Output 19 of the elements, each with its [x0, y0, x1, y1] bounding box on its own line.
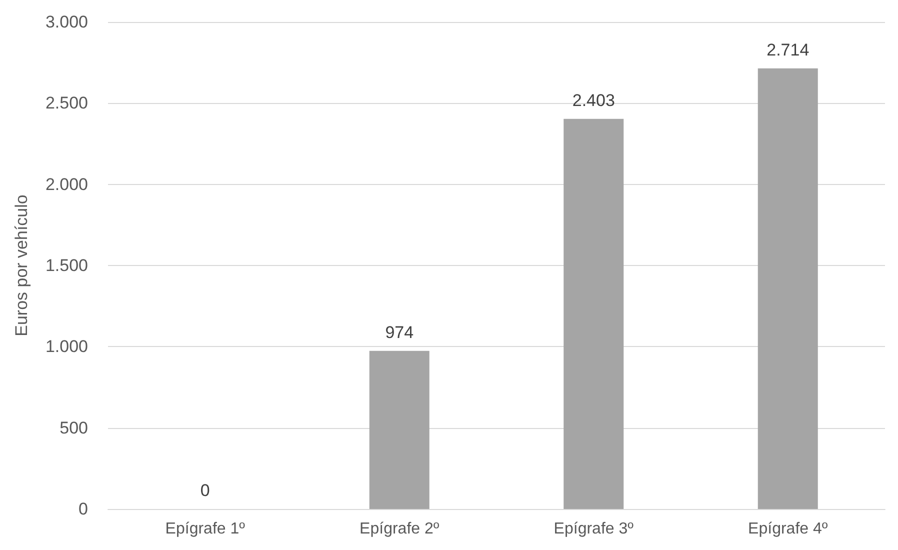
bar — [369, 350, 430, 509]
x-tick-label: Epígrafe 2º — [360, 520, 440, 538]
data-label: 0 — [200, 481, 210, 500]
bar — [564, 118, 624, 509]
y-tick-label: 500 — [60, 418, 88, 438]
x-tick-label: Epígrafe 1º — [165, 520, 246, 538]
x-tick-label: Epígrafe 3º — [554, 520, 634, 538]
data-label: 974 — [385, 322, 414, 342]
y-tick-label: 0 — [78, 500, 88, 518]
x-tick-label: Epígrafe 4º — [748, 520, 828, 538]
y-tick-label: 1.000 — [45, 337, 88, 356]
data-label: 2.403 — [572, 90, 615, 110]
bar — [758, 68, 818, 509]
data-label: 2.714 — [766, 40, 810, 60]
y-tick-label: 2.500 — [45, 94, 88, 113]
y-tick-label: 1.500 — [45, 256, 88, 275]
y-tick-label: 3.000 — [45, 12, 88, 32]
y-axis-title: Euros por vehículo — [12, 194, 31, 336]
y-tick-label: 2.000 — [45, 174, 88, 194]
